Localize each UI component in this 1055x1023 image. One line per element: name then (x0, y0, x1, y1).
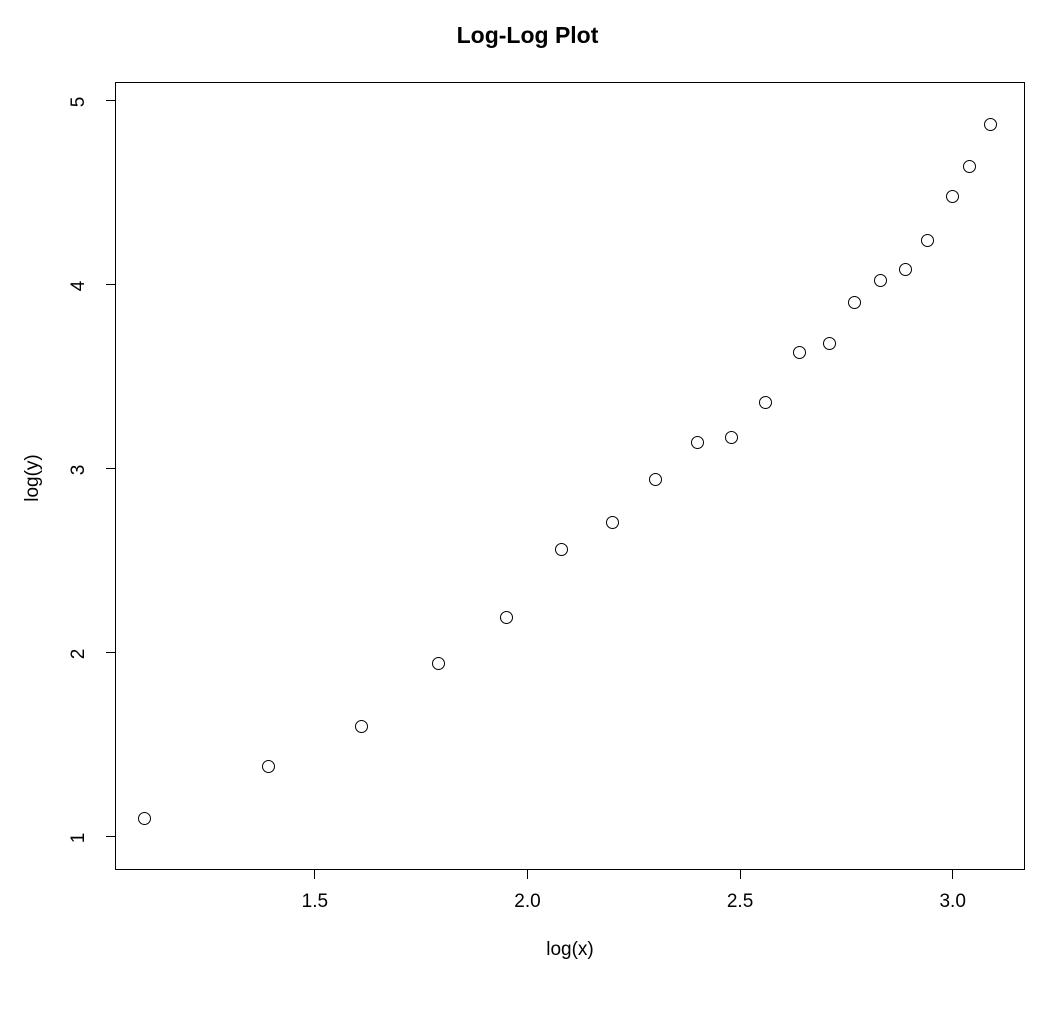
x-tick-mark (952, 870, 953, 879)
data-point (606, 516, 619, 529)
plot-box (115, 82, 1025, 870)
x-tick-label: 1.5 (285, 891, 345, 913)
log-log-scatter-chart: Log-Log Plot log(x) log(y) 1.52.02.53.0 … (0, 0, 1055, 1023)
data-point (432, 657, 445, 670)
y-tick-label: 3 (68, 450, 90, 490)
data-point (262, 760, 275, 773)
y-tick-label: 5 (68, 82, 90, 122)
x-tick-label: 2.5 (710, 891, 770, 913)
x-axis-label: log(x) (115, 939, 1025, 961)
y-tick-mark (106, 652, 115, 653)
data-point (500, 611, 513, 624)
y-tick-label: 2 (68, 634, 90, 674)
y-tick-label: 1 (68, 818, 90, 858)
y-tick-label: 4 (68, 266, 90, 306)
x-tick-mark (740, 870, 741, 879)
data-point (921, 234, 934, 247)
data-point (649, 473, 662, 486)
data-point (725, 431, 738, 444)
data-point (823, 337, 836, 350)
y-tick-mark (106, 836, 115, 837)
x-tick-mark (527, 870, 528, 879)
x-tick-label: 3.0 (923, 891, 983, 913)
data-point (355, 720, 368, 733)
y-tick-mark (106, 468, 115, 469)
data-point (946, 190, 959, 203)
chart-title: Log-Log Plot (0, 22, 1055, 49)
data-point (759, 396, 772, 409)
y-tick-mark (106, 100, 115, 101)
y-axis-label: log(y) (22, 428, 44, 528)
y-tick-mark (106, 284, 115, 285)
x-tick-mark (314, 870, 315, 879)
x-tick-label: 2.0 (497, 891, 557, 913)
